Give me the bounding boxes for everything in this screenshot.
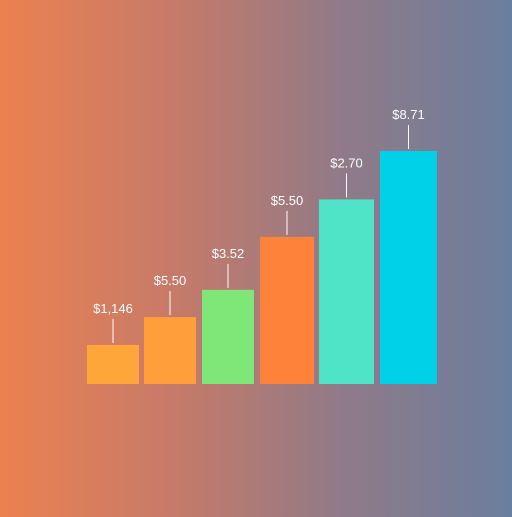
- bar-4: [260, 236, 314, 384]
- data-label-1: $1,146: [93, 301, 133, 316]
- bars-group: [87, 151, 437, 384]
- data-labels-group: $1,146 $5.50 $3.52 $5.50 $2.70 $8.71: [93, 107, 425, 316]
- data-label-2: $5.50: [154, 273, 187, 288]
- bar-2: [144, 317, 196, 384]
- data-label-3: $3.52: [212, 246, 245, 261]
- data-label-4: $5.50: [271, 193, 304, 208]
- bar-6: [380, 151, 437, 384]
- bar-3: [202, 289, 254, 384]
- leader-lines-group: [112, 125, 409, 343]
- bar-5: [319, 199, 374, 384]
- data-label-6: $8.71: [392, 107, 425, 122]
- data-label-5: $2.70: [330, 155, 363, 170]
- bar-1: [87, 344, 139, 384]
